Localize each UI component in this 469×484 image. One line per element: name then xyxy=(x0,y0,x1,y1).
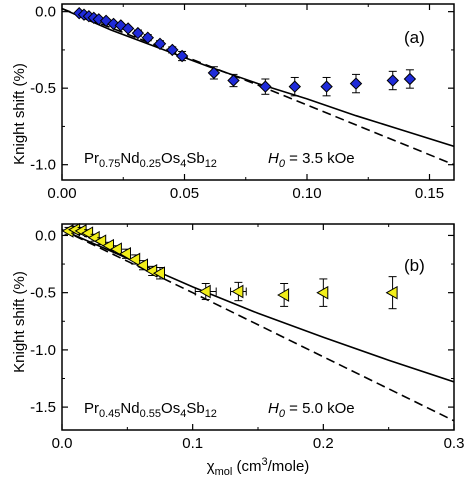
y-tick-label-b: -0.5 xyxy=(30,285,56,302)
x-tick-label-a: 0.10 xyxy=(292,185,321,202)
data-point-b xyxy=(385,285,398,300)
data-point-a xyxy=(259,80,272,93)
data-point-b xyxy=(277,288,290,302)
data-point-a xyxy=(207,66,221,80)
data-point-a xyxy=(153,37,167,51)
data-point-a xyxy=(349,77,363,90)
data-point-b xyxy=(145,264,158,278)
dashed-model-curve-b xyxy=(62,228,454,422)
x-tick-label-a: 0.15 xyxy=(415,185,444,202)
y-tick-label-b: -1.0 xyxy=(30,342,56,359)
data-point-a xyxy=(166,43,179,57)
data-point-a xyxy=(175,49,189,63)
x-tick-label-b: 0.0 xyxy=(52,435,73,452)
panel-label-a: (a) xyxy=(404,28,425,47)
x-tick-label-a: 0.00 xyxy=(47,185,76,202)
axis-ticks-a: 0.00 0.05 0.10 0.15 0.0 -0.5 -1.0 xyxy=(30,4,454,202)
data-point-b xyxy=(198,284,211,299)
data-point-b xyxy=(316,285,329,300)
x-tick-label-b: 0.3 xyxy=(444,435,465,452)
field-annotation-b: H0 = 5.0 kOe xyxy=(268,400,355,420)
data-point-a xyxy=(131,26,145,40)
model-curves-a xyxy=(62,7,454,166)
model-curves-b xyxy=(62,228,454,422)
y-tick-label-a: 0.0 xyxy=(35,4,56,21)
data-point-a xyxy=(320,80,333,93)
data-point-b xyxy=(81,226,94,241)
x-tick-label-b: 0.2 xyxy=(313,435,334,452)
data-point-b xyxy=(118,246,131,261)
y-tick-label-b: -1.5 xyxy=(30,399,56,416)
panel-a: 0.00 0.05 0.10 0.15 0.0 -0.5 -1.0 (a) Knight s… xyxy=(11,3,455,202)
y-axis-label-a: Knight shift (%) xyxy=(11,63,28,165)
data-point-b xyxy=(152,266,165,281)
data-point-a xyxy=(403,72,417,86)
plot-frame-a xyxy=(61,3,455,181)
panel-label-b: (b) xyxy=(404,256,425,275)
data-point-b xyxy=(94,234,107,249)
y-tick-label-b: 0.0 xyxy=(35,227,56,244)
data-point-b xyxy=(135,258,148,273)
data-point-a xyxy=(386,74,400,87)
data-point-b xyxy=(109,242,122,257)
data-point-a xyxy=(141,31,155,44)
data-point-a xyxy=(227,74,240,87)
axis-ticks-b: 0.0 0.1 0.2 0.3 0.0 -0.5 -1.0 -1.5 xyxy=(30,224,464,452)
dashed-model-curve-a xyxy=(62,7,454,166)
y-tick-label-a: -0.5 xyxy=(30,80,56,97)
x-tick-label-a: 0.05 xyxy=(170,185,199,202)
x-axis-label: χmol (cm3/mole) xyxy=(207,456,310,478)
panel-b: 0.0 0.1 0.2 0.3 0.0 -0.5 -1.0 -1.5 (b) Knight s… xyxy=(11,222,464,478)
data-points-b xyxy=(61,222,398,310)
data-point-b xyxy=(128,252,141,267)
data-point-b xyxy=(231,284,244,299)
y-tick-label-a: -1.0 xyxy=(30,157,56,174)
field-annotation-a: H0 = 3.5 kOe xyxy=(268,150,355,170)
y-axis-label-b: Knight shift (%) xyxy=(11,271,28,373)
compound-annotation-a: Pr0.75Nd0.25Os4Sb12 xyxy=(84,150,217,170)
x-tick-label-b: 0.1 xyxy=(182,435,203,452)
solid-model-curve-a xyxy=(62,7,454,148)
data-point-a xyxy=(288,80,302,93)
data-point-a xyxy=(121,22,135,35)
data-points-a xyxy=(72,6,417,97)
compound-annotation-b: Pr0.45Nd0.55Os4Sb12 xyxy=(84,400,217,420)
